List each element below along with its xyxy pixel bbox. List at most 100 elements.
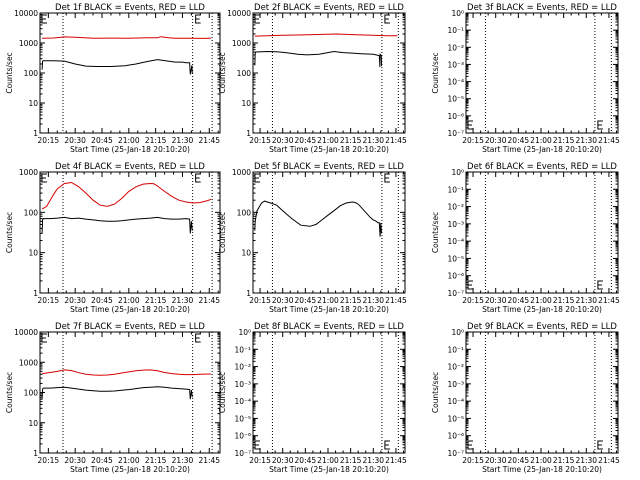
bracket-marker bbox=[467, 440, 473, 450]
y-tick-label: 100 bbox=[237, 69, 252, 78]
y-tick-label: 1000 bbox=[232, 168, 251, 177]
y-tick-label: 1 bbox=[33, 289, 38, 298]
x-tick-label: 20:30 bbox=[485, 456, 507, 465]
y-axis-label: Counts/sec bbox=[5, 52, 14, 93]
bracket-marker bbox=[195, 173, 201, 183]
chart-title: Det 6f BLACK = Events, RED = LLD bbox=[467, 162, 617, 172]
y-tick-label: 10⁻² bbox=[447, 203, 464, 212]
y-tick-label: 10⁻³ bbox=[447, 220, 464, 229]
x-tick-label: 20:45 bbox=[295, 296, 317, 305]
y-tick-label: 10000 bbox=[14, 9, 38, 18]
y-tick-label: 10⁻¹ bbox=[234, 345, 251, 354]
y-tick-label: 10⁻⁶ bbox=[447, 432, 464, 441]
x-tick-label: 21:30 bbox=[362, 296, 384, 305]
y-axis-label: Counts/sec bbox=[218, 372, 227, 413]
x-tick-label: 21:00 bbox=[317, 456, 339, 465]
chart-title: Det 7f BLACK = Events, RED = LLD bbox=[55, 322, 205, 332]
bracket-marker bbox=[195, 333, 201, 343]
x-tick-label: 21:15 bbox=[340, 136, 362, 145]
bracket-marker bbox=[195, 14, 201, 24]
x-tick-label: 20:30 bbox=[485, 136, 507, 145]
y-axis-label: Counts/sec bbox=[218, 212, 227, 253]
x-tick-label: 20:30 bbox=[64, 456, 86, 465]
y-tick-label: 10⁻⁷ bbox=[234, 449, 251, 458]
x-tick-label: 20:15 bbox=[38, 296, 60, 305]
lld-series-line bbox=[254, 33, 398, 37]
x-tick-label: 21:15 bbox=[145, 296, 167, 305]
x-tick-label: 20:15 bbox=[462, 296, 484, 305]
y-tick-label: 100 bbox=[24, 208, 39, 217]
chart-panel: Det 4f BLACK = Events, RED = LLD 20:15 20:… bbox=[5, 162, 221, 314]
x-axis-label: Start Time (25-Jan-18 20:10:20) bbox=[269, 465, 389, 474]
x-axis-label: Start Time (25-Jan-18 20:10:20) bbox=[482, 465, 602, 474]
chart-title: Det 2f BLACK = Events, RED = LLD bbox=[254, 3, 404, 13]
x-tick-label: 21:30 bbox=[362, 136, 384, 145]
x-tick-label: 21:00 bbox=[118, 456, 140, 465]
x-axis-label: Start Time (25-Jan-18 20:10:20) bbox=[70, 465, 190, 474]
lld-series-line bbox=[42, 369, 212, 376]
x-tick-label: 20:30 bbox=[64, 136, 86, 145]
y-tick-label: 10⁰ bbox=[451, 168, 464, 177]
x-tick-label: 21:45 bbox=[198, 456, 220, 465]
bracket-marker bbox=[467, 120, 473, 130]
x-tick-label: 20:15 bbox=[38, 456, 60, 465]
chart-title: Det 3f BLACK = Events, RED = LLD bbox=[467, 3, 617, 13]
events-series-line bbox=[254, 200, 383, 237]
y-tick-label: 10⁻² bbox=[234, 363, 251, 372]
y-tick-label: 10⁻⁷ bbox=[447, 289, 464, 298]
lld-series-line bbox=[42, 36, 212, 39]
y-tick-label: 10⁻⁵ bbox=[447, 254, 464, 263]
x-tick-label: 20:15 bbox=[249, 136, 271, 145]
bracket-marker bbox=[597, 440, 603, 450]
bracket-marker bbox=[254, 14, 260, 24]
x-tick-label: 21:45 bbox=[198, 296, 220, 305]
x-tick-label: 21:00 bbox=[317, 296, 339, 305]
lld-series-line bbox=[41, 181, 212, 210]
x-tick-label: 21:00 bbox=[118, 296, 140, 305]
y-tick-label: 10⁻⁵ bbox=[447, 414, 464, 423]
y-tick-label: 10 bbox=[241, 99, 251, 108]
x-axis-label: Start Time (25-Jan-18 20:10:20) bbox=[70, 305, 190, 314]
chart-title: Det 5f BLACK = Events, RED = LLD bbox=[254, 162, 404, 172]
x-tick-label: 21:15 bbox=[340, 296, 362, 305]
y-tick-label: 1 bbox=[246, 129, 251, 138]
x-tick-label: 20:45 bbox=[508, 136, 530, 145]
x-tick-label: 21:45 bbox=[385, 296, 407, 305]
x-tick-label: 20:30 bbox=[272, 136, 294, 145]
y-tick-label: 10⁻⁴ bbox=[447, 78, 464, 87]
x-axis-label: Start Time (25-Jan-18 20:10:20) bbox=[70, 145, 190, 154]
y-tick-label: 100 bbox=[24, 69, 39, 78]
x-tick-label: 21:30 bbox=[575, 296, 597, 305]
bracket-marker bbox=[41, 173, 47, 183]
y-tick-label: 100 bbox=[237, 208, 252, 217]
x-tick-label: 21:30 bbox=[172, 136, 194, 145]
x-tick-label: 21:00 bbox=[530, 136, 552, 145]
y-tick-label: 10⁻³ bbox=[447, 380, 464, 389]
y-tick-label: 10⁻² bbox=[447, 43, 464, 52]
x-tick-label: 21:45 bbox=[198, 136, 220, 145]
x-tick-label: 20:30 bbox=[272, 456, 294, 465]
y-tick-label: 10 bbox=[28, 249, 38, 258]
events-series-line bbox=[41, 216, 193, 234]
x-axis-label: Start Time (25-Jan-18 20:10:20) bbox=[482, 305, 602, 314]
chart-title: Det 1f BLACK = Events, RED = LLD bbox=[55, 3, 205, 13]
plot-frame bbox=[39, 171, 221, 294]
x-tick-label: 21:45 bbox=[385, 456, 407, 465]
y-tick-label: 10⁻¹ bbox=[447, 185, 464, 194]
chart-panel: Det 7f BLACK = Events, RED = LLD 20:15 20:… bbox=[5, 322, 221, 474]
bracket-marker bbox=[41, 333, 47, 343]
x-tick-label: 20:45 bbox=[508, 456, 530, 465]
x-tick-label: 20:30 bbox=[272, 296, 294, 305]
bracket-marker bbox=[597, 280, 603, 290]
x-tick-label: 21:30 bbox=[172, 456, 194, 465]
bracket-marker bbox=[384, 173, 390, 183]
bracket-marker bbox=[41, 14, 47, 24]
events-series-line bbox=[41, 386, 193, 400]
x-tick-label: 21:45 bbox=[385, 136, 407, 145]
y-axis-label: Counts/sec bbox=[431, 372, 440, 413]
x-tick-label: 20:15 bbox=[249, 456, 271, 465]
x-tick-label: 21:15 bbox=[145, 136, 167, 145]
